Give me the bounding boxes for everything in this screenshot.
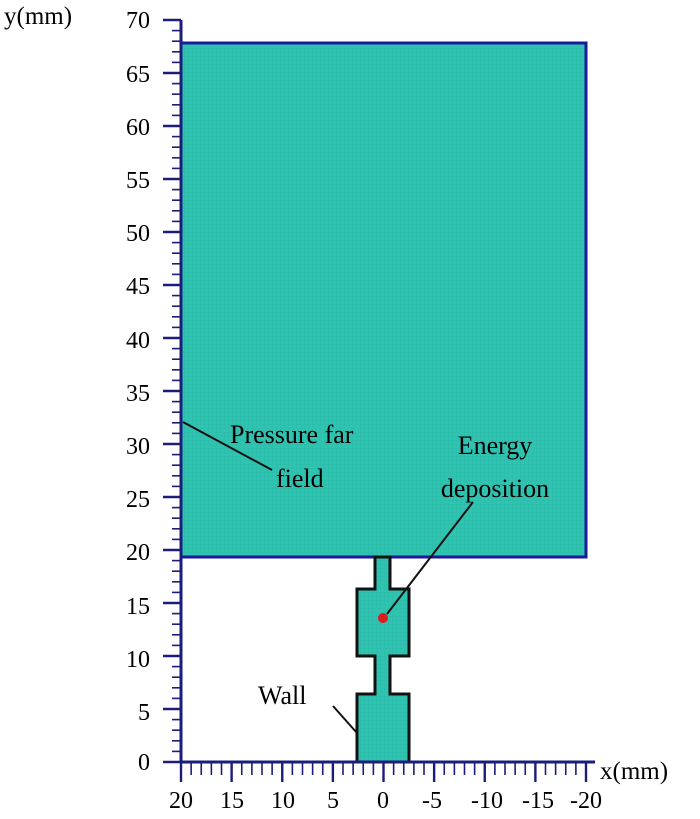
y-tick-label: 50	[126, 221, 150, 247]
y-tick-label: 60	[126, 115, 150, 141]
x-tick-labels: 20 15 10 5 0 -5 -10 -15 -20	[169, 788, 602, 814]
x-tick-label: -10	[471, 788, 503, 814]
x-tick-label: 20	[169, 788, 193, 814]
y-tick-label: 5	[138, 700, 150, 726]
y-tick-label: 45	[126, 274, 150, 300]
y-tick-label: 30	[126, 434, 150, 460]
y-tick-label: 15	[126, 594, 150, 620]
far-field-domain	[179, 41, 588, 559]
energy-deposition-annotation: Energy deposition	[378, 431, 549, 623]
x-tick-label: -20	[570, 788, 602, 814]
y-tick-label: 40	[126, 328, 150, 354]
x-tick-label: 10	[271, 788, 295, 814]
energy-deposition-leader	[386, 501, 474, 615]
y-tick-label: 25	[126, 487, 150, 513]
nozzle-chamber	[355, 555, 411, 764]
x-tick-label: 0	[377, 788, 389, 814]
wall-annotation: Wall	[258, 681, 358, 734]
x-tick-label: 5	[327, 788, 339, 814]
x-axis-title: x(mm)	[600, 758, 668, 785]
pressure-far-field-annotation: Pressure far field	[182, 420, 354, 493]
y-ticks	[163, 18, 181, 764]
y-tick-label: 35	[126, 381, 150, 407]
y-tick-label: 70	[126, 8, 150, 34]
y-tick-labels: 70 65 60 55 50 45 40 35 30 25 20 15 10 5…	[126, 8, 150, 776]
wall-label: Wall	[258, 681, 306, 710]
x-tick-label: -5	[422, 788, 442, 814]
y-axis: 70 65 60 55 50 45 40 35 30 25 20 15 10 5…	[4, 3, 183, 776]
energy-deposition-label-line2: deposition	[441, 474, 549, 503]
x-tick-label: -15	[522, 788, 554, 814]
y-tick-label: 10	[126, 647, 150, 673]
pressure-far-field-label-line1: Pressure far	[230, 420, 354, 449]
energy-deposition-point	[378, 613, 388, 623]
pressure-far-field-leader	[182, 421, 273, 471]
y-tick-label: 65	[126, 62, 150, 88]
y-tick-label: 55	[126, 168, 150, 194]
pressure-far-field-label-line2: field	[276, 464, 324, 493]
y-tick-label: 0	[138, 750, 150, 776]
y-axis-title: y(mm)	[4, 3, 72, 30]
x-tick-label: 15	[220, 788, 244, 814]
x-ticks	[179, 762, 588, 782]
energy-deposition-label-line1: Energy	[458, 431, 533, 460]
x-axis: 20 15 10 5 0 -5 -10 -15 -20 x(mm)	[169, 758, 668, 814]
wall-leader	[332, 705, 358, 734]
y-tick-label: 20	[126, 540, 150, 566]
